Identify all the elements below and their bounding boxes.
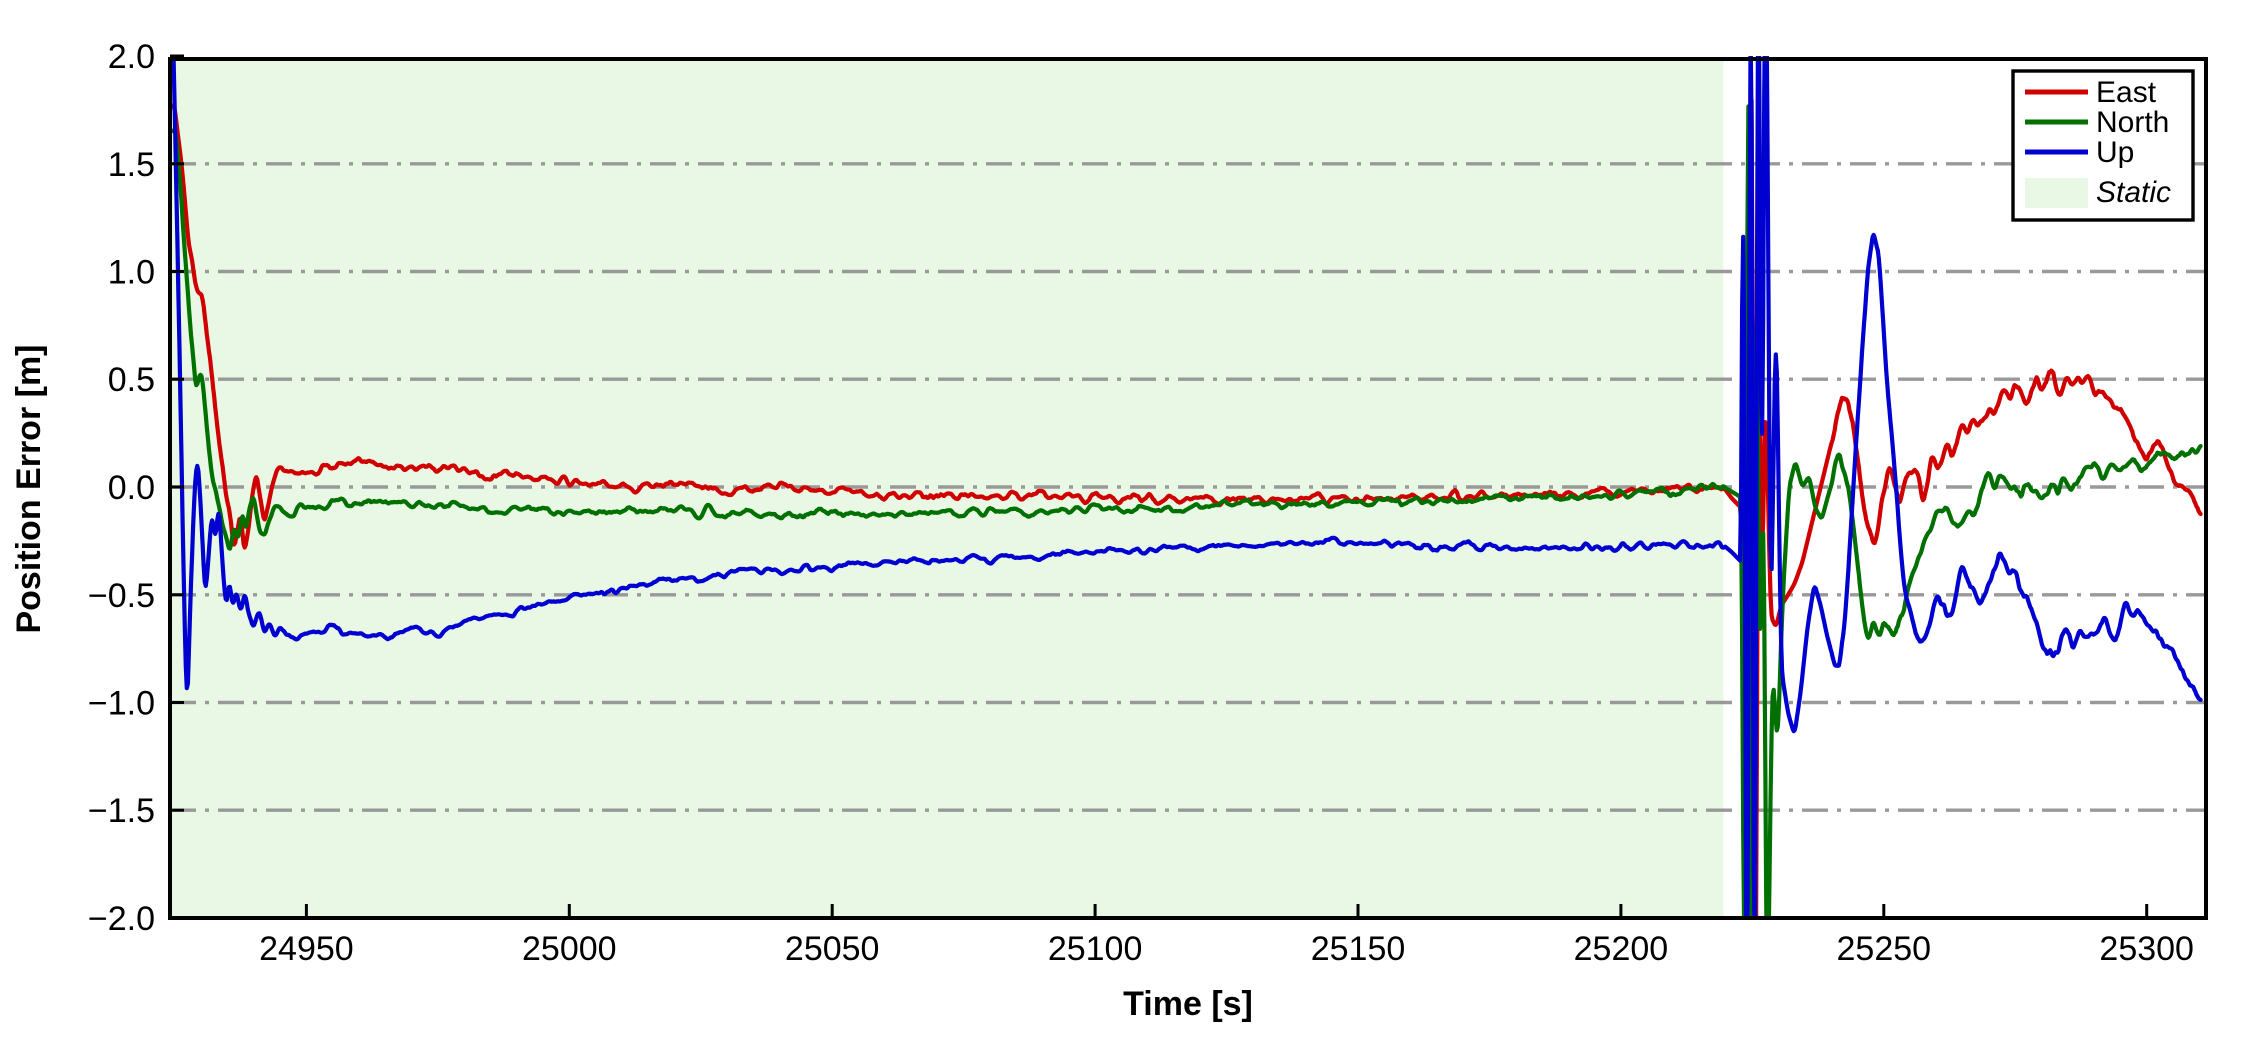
svg-text:25100: 25100: [1048, 930, 1143, 968]
svg-text:−1.0: −1.0: [88, 685, 155, 723]
svg-text:25300: 25300: [2099, 930, 2194, 968]
svg-text:Static: Static: [2096, 176, 2171, 209]
svg-text:1.0: 1.0: [108, 254, 155, 292]
svg-text:1.5: 1.5: [108, 146, 155, 184]
svg-text:25150: 25150: [1311, 930, 1406, 968]
svg-text:Position Error [m]: Position Error [m]: [10, 344, 48, 633]
svg-text:0.0: 0.0: [108, 469, 155, 507]
svg-text:24950: 24950: [259, 930, 354, 968]
svg-text:0.5: 0.5: [108, 361, 155, 399]
svg-text:Up: Up: [2096, 136, 2134, 169]
svg-text:−1.5: −1.5: [88, 792, 155, 830]
svg-text:−2.0: −2.0: [88, 900, 155, 938]
svg-text:2.0: 2.0: [108, 38, 155, 76]
svg-text:Time [s]: Time [s]: [1123, 985, 1253, 1023]
svg-text:25200: 25200: [1574, 930, 1669, 968]
svg-text:East: East: [2096, 76, 2157, 109]
svg-text:North: North: [2096, 106, 2169, 139]
svg-text:25000: 25000: [522, 930, 617, 968]
svg-text:25050: 25050: [785, 930, 880, 968]
svg-text:25250: 25250: [1837, 930, 1932, 968]
svg-text:−0.5: −0.5: [88, 577, 155, 615]
